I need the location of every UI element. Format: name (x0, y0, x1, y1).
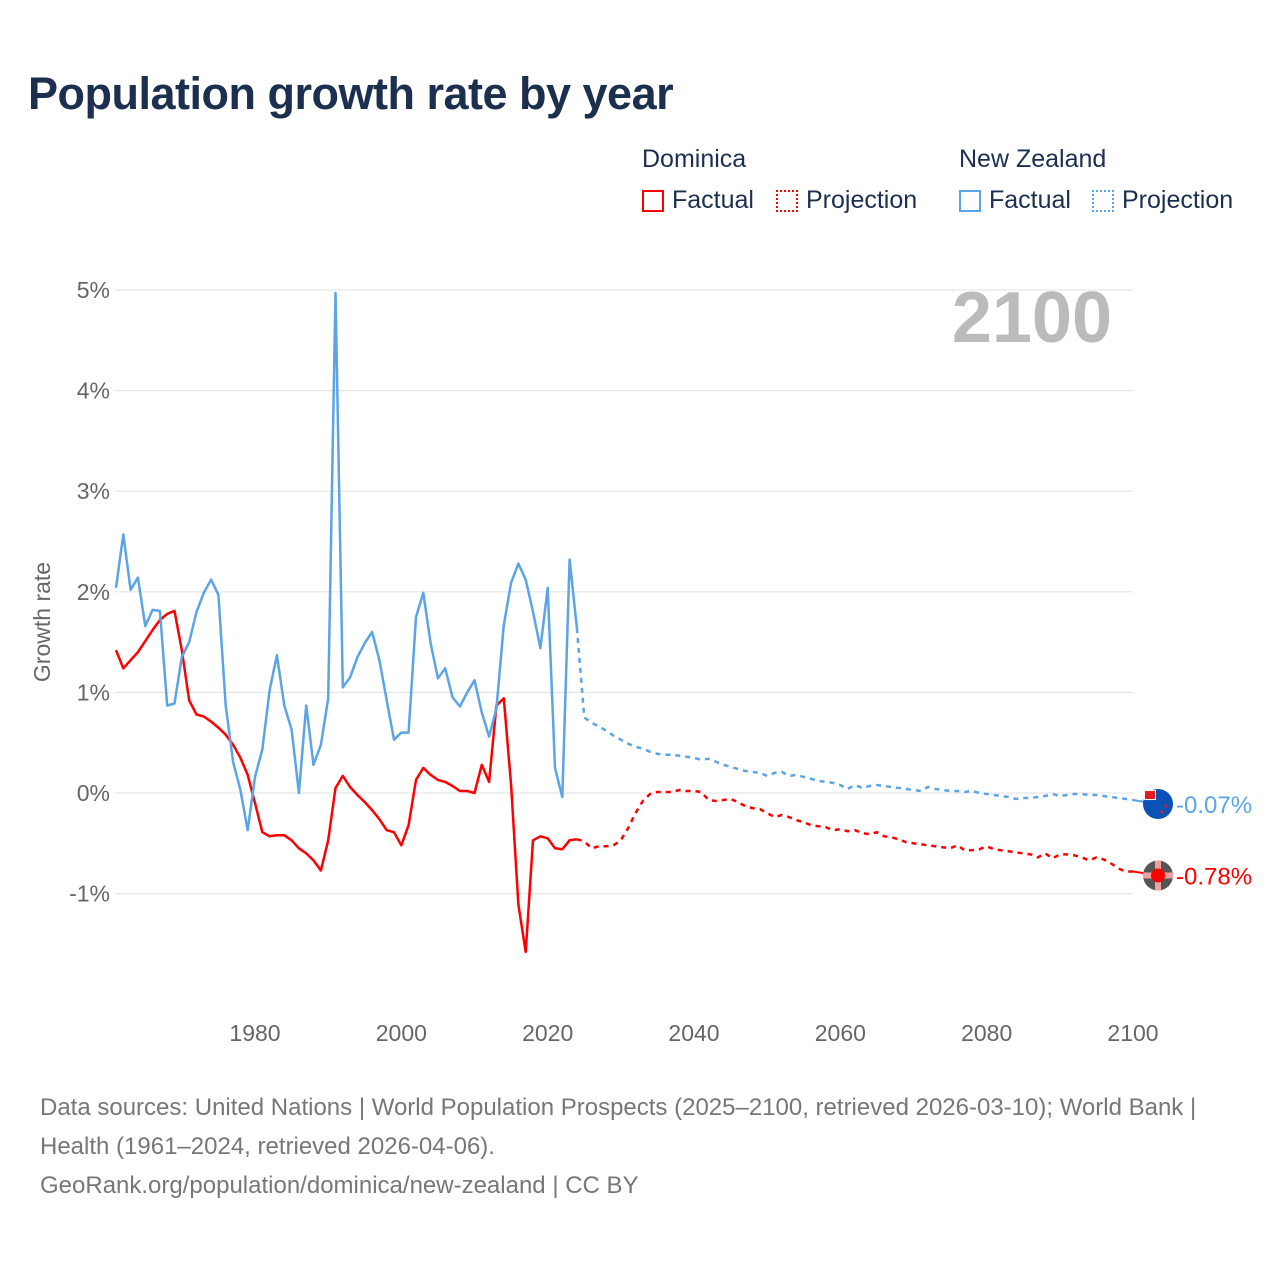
dominica-flag-icon (1143, 860, 1173, 891)
y-tick-label: -1% (69, 881, 110, 907)
x-tick-label: 2000 (376, 1020, 427, 1046)
end-value-label: -0.78% (1176, 863, 1252, 890)
footer: Data sources: United Nations | World Pop… (40, 1088, 1240, 1205)
year-label: 2100 (952, 278, 1112, 358)
legend-label: Projection (1122, 186, 1234, 214)
legend-group-dominica: Dominica (642, 145, 747, 173)
y-tick-label: 0% (77, 780, 110, 806)
y-tick-label: 1% (77, 679, 110, 705)
legend-nz-projection[interactable]: Projection (1092, 186, 1233, 215)
series-line-factual-new-zealand (114, 291, 579, 832)
x-tick-label: 2060 (815, 1020, 866, 1046)
x-tick-label: 2100 (1107, 1020, 1158, 1046)
series-line-projection-dominica (576, 788, 1133, 873)
x-tick-label: 1980 (229, 1020, 280, 1046)
legend-group-new-zealand: New Zealand (959, 145, 1107, 173)
x-tick-label: 2020 (522, 1020, 573, 1046)
legend-swatch-solid (959, 189, 981, 212)
legend-label: Projection (806, 186, 918, 214)
x-tick-label: 2080 (961, 1020, 1012, 1046)
end-value-label: -0.07% (1176, 792, 1252, 819)
series-line-projection-new-zealand (575, 627, 1134, 802)
legend-label: Factual (672, 186, 754, 214)
y-tick-label: 4% (77, 378, 110, 404)
series-line-factual-dominica (114, 609, 578, 954)
page-title: Population growth rate by year (28, 68, 674, 119)
data-sources: Data sources: United Nations | World Pop… (40, 1094, 1197, 1160)
y-tick-label: 3% (77, 478, 110, 504)
legend-dominica-factual[interactable]: Factual (642, 186, 754, 215)
y-tick-label: 5% (77, 277, 110, 303)
legend-swatch-solid (642, 189, 664, 212)
y-axis-label: Growth rate (29, 562, 55, 682)
new-zealand-flag-icon (1143, 789, 1173, 820)
x-tick-label: 2040 (668, 1020, 719, 1046)
legend-swatch-dotted (1092, 189, 1114, 212)
legend-nz-factual[interactable]: Factual (959, 186, 1071, 215)
legend-swatch-dotted (776, 189, 798, 212)
legend-label: Factual (989, 186, 1071, 214)
legend-dominica-projection[interactable]: Projection (776, 186, 917, 215)
source-link[interactable]: GeoRank.org/population/dominica/new-zeal… (40, 1172, 639, 1199)
y-tick-label: 2% (77, 579, 110, 605)
